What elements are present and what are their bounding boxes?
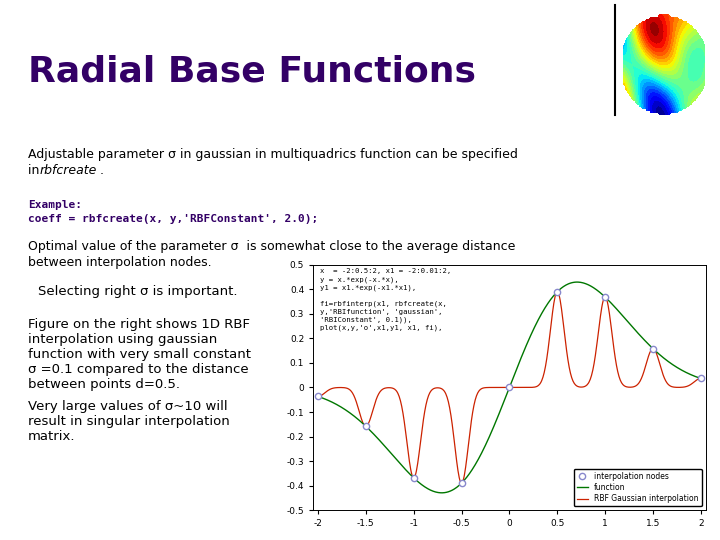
Text: Adjustable parameter σ in gaussian in multiquadrics function can be specified: Adjustable parameter σ in gaussian in mu… xyxy=(28,148,518,161)
Text: rbfcreate: rbfcreate xyxy=(40,164,97,177)
Legend: interpolation nodes, function, RBF Gaussian interpolation: interpolation nodes, function, RBF Gauss… xyxy=(574,469,702,507)
Text: Very large values of σ~10 will: Very large values of σ~10 will xyxy=(28,400,228,413)
Text: Selecting right σ is important.: Selecting right σ is important. xyxy=(38,285,238,298)
Text: between interpolation nodes.: between interpolation nodes. xyxy=(28,256,212,269)
Text: Figure on the right shows 1D RBF: Figure on the right shows 1D RBF xyxy=(28,318,250,331)
Text: result in singular interpolation: result in singular interpolation xyxy=(28,415,230,428)
Text: matrix.: matrix. xyxy=(28,430,76,443)
Text: between points d=0.5.: between points d=0.5. xyxy=(28,378,180,391)
Text: interpolation using gaussian: interpolation using gaussian xyxy=(28,333,217,346)
Text: in: in xyxy=(28,164,43,177)
Text: Optimal value of the parameter σ  is somewhat close to the average distance: Optimal value of the parameter σ is some… xyxy=(28,240,516,253)
Text: σ =0.1 compared to the distance: σ =0.1 compared to the distance xyxy=(28,363,248,376)
Text: Example:: Example: xyxy=(28,200,82,210)
Text: coeff = rbfcreate(x, y,'RBFConstant', 2.0);: coeff = rbfcreate(x, y,'RBFConstant', 2.… xyxy=(28,214,318,224)
Text: Radial Base Functions: Radial Base Functions xyxy=(28,55,476,89)
Text: function with very small constant: function with very small constant xyxy=(28,348,251,361)
Text: x  = -2:0.5:2, x1 = -2:0.01:2,
y = x.*exp(-x.*x),
y1 = x1.*exp(-x1.*x1),

fi=rbf: x = -2:0.5:2, x1 = -2:0.01:2, y = x.*exp… xyxy=(320,268,451,331)
Text: .: . xyxy=(100,164,104,177)
